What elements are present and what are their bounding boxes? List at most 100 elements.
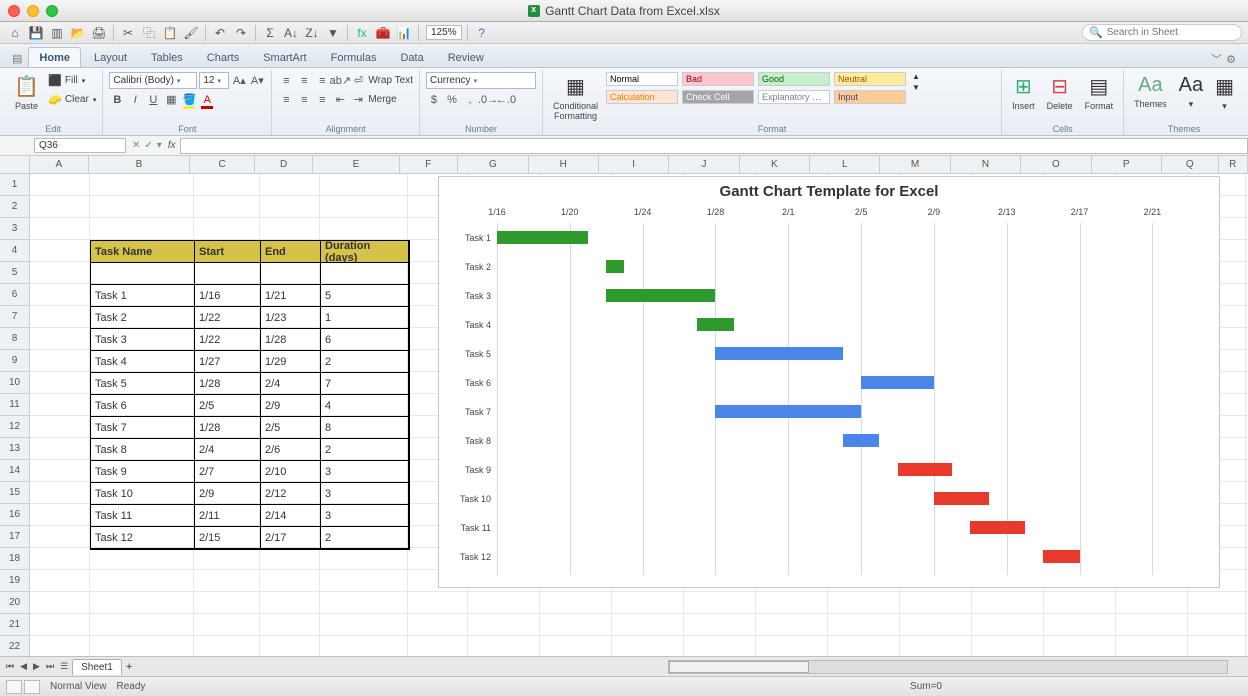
sheet-nav-prev-icon[interactable]: ◀ bbox=[18, 661, 29, 672]
table-cell[interactable]: 1/28 bbox=[195, 417, 261, 439]
sheet-nav-first-icon[interactable]: ⏮ bbox=[4, 661, 16, 672]
row-header[interactable]: 1 bbox=[0, 174, 29, 196]
column-header[interactable]: D bbox=[255, 156, 314, 173]
gantt-bar[interactable] bbox=[898, 463, 953, 476]
row-header[interactable]: 16 bbox=[0, 504, 29, 526]
table-cell[interactable]: 2/6 bbox=[261, 439, 321, 461]
cell-style-neutral[interactable]: Neutral bbox=[834, 72, 906, 86]
table-cell[interactable]: 2/7 bbox=[195, 461, 261, 483]
ribbon-expand-icon[interactable]: ﹀ bbox=[1211, 51, 1222, 67]
table-cell[interactable]: Task 12 bbox=[91, 527, 195, 549]
border-icon[interactable]: ▦ bbox=[163, 92, 179, 108]
currency-icon[interactable]: $ bbox=[426, 92, 442, 108]
save-icon[interactable]: 💾 bbox=[27, 24, 45, 42]
chart-icon[interactable]: 📊 bbox=[395, 24, 413, 42]
inc-decimal-icon[interactable]: .0→ bbox=[480, 92, 496, 108]
zoom-level[interactable]: 125% bbox=[426, 25, 462, 40]
search-box[interactable]: 🔍 bbox=[1082, 24, 1242, 41]
row-header[interactable]: 4 bbox=[0, 240, 29, 262]
row-header[interactable]: 15 bbox=[0, 482, 29, 504]
grid[interactable]: Task NameStartEndDuration (days)Task 11/… bbox=[30, 174, 1248, 656]
table-cell[interactable]: 1/22 bbox=[195, 307, 261, 329]
table-cell[interactable]: 1/22 bbox=[195, 329, 261, 351]
cancel-formula-icon[interactable]: ✕ bbox=[132, 140, 140, 151]
table-header-cell[interactable]: End bbox=[261, 241, 321, 263]
ribbon-tab-formulas[interactable]: Formulas bbox=[320, 47, 388, 67]
italic-icon[interactable]: I bbox=[127, 92, 143, 108]
align-center-icon[interactable]: ≡ bbox=[296, 92, 312, 108]
sheet-tab-active[interactable]: Sheet1 bbox=[72, 659, 122, 675]
table-header-cell[interactable]: Task Name bbox=[91, 241, 195, 263]
table-cell[interactable]: 2/5 bbox=[195, 395, 261, 417]
show-formulas-icon[interactable]: fx bbox=[353, 24, 371, 42]
table-cell[interactable]: 4 bbox=[321, 395, 409, 417]
format-painter-icon[interactable]: 🖌 bbox=[182, 24, 200, 42]
cell-style-bad[interactable]: Bad bbox=[682, 72, 754, 86]
table-cell[interactable] bbox=[195, 263, 261, 285]
row-header[interactable]: 21 bbox=[0, 614, 29, 636]
column-header[interactable]: E bbox=[313, 156, 399, 173]
format-button[interactable]: ▤Format bbox=[1081, 72, 1118, 113]
cell-style-calculation[interactable]: Calculation bbox=[606, 90, 678, 104]
table-cell[interactable]: 2/14 bbox=[261, 505, 321, 527]
horizontal-scrollbar-thumb[interactable] bbox=[669, 661, 809, 673]
table-cell[interactable]: 6 bbox=[321, 329, 409, 351]
table-cell[interactable]: 1/28 bbox=[195, 373, 261, 395]
table-cell[interactable]: 7 bbox=[321, 373, 409, 395]
table-cell[interactable]: 2 bbox=[321, 351, 409, 373]
table-cell[interactable]: 1/21 bbox=[261, 285, 321, 307]
styles-scroll-up-icon[interactable]: ▲ bbox=[912, 72, 920, 81]
row-header[interactable]: 5 bbox=[0, 262, 29, 284]
help-icon[interactable]: ? bbox=[473, 24, 491, 42]
table-cell[interactable]: 1/28 bbox=[261, 329, 321, 351]
table-cell[interactable]: 2/9 bbox=[195, 483, 261, 505]
themes-button[interactable]: AaThemes bbox=[1130, 72, 1171, 111]
table-cell[interactable]: Task 7 bbox=[91, 417, 195, 439]
row-header[interactable]: 17 bbox=[0, 526, 29, 548]
close-window-button[interactable] bbox=[8, 5, 20, 17]
table-cell[interactable]: 3 bbox=[321, 461, 409, 483]
view-normal-icon[interactable] bbox=[6, 680, 22, 694]
gantt-bar[interactable] bbox=[697, 318, 733, 331]
sheet-nav-last-icon[interactable]: ⏭ bbox=[44, 661, 56, 672]
cell-style-checkcell[interactable]: Check Cell bbox=[682, 90, 754, 104]
table-cell[interactable]: 2/12 bbox=[261, 483, 321, 505]
underline-icon[interactable]: U bbox=[145, 92, 161, 108]
paste-icon[interactable]: 📋 bbox=[161, 24, 179, 42]
bold-icon[interactable]: B bbox=[109, 92, 125, 108]
sort-desc-icon[interactable]: Z↓ bbox=[303, 24, 321, 42]
select-all-corner[interactable] bbox=[0, 156, 30, 174]
conditional-formatting-button[interactable]: ▦ Conditional Formatting bbox=[549, 72, 602, 123]
row-header[interactable]: 10 bbox=[0, 372, 29, 394]
table-cell[interactable]: Task 1 bbox=[91, 285, 195, 307]
align-right-icon[interactable]: ≡ bbox=[314, 92, 330, 108]
table-cell[interactable] bbox=[321, 263, 409, 285]
table-header-cell[interactable]: Duration (days) bbox=[321, 241, 409, 263]
dropdown-formula-icon[interactable]: ▾ bbox=[157, 140, 162, 151]
percent-icon[interactable]: % bbox=[444, 92, 460, 108]
table-cell[interactable] bbox=[261, 263, 321, 285]
table-cell[interactable] bbox=[91, 263, 195, 285]
column-header[interactable]: G bbox=[458, 156, 528, 173]
table-cell[interactable]: 3 bbox=[321, 505, 409, 527]
ribbon-tab-review[interactable]: Review bbox=[437, 47, 495, 67]
gantt-bar[interactable] bbox=[606, 260, 624, 273]
align-left-icon[interactable]: ≡ bbox=[278, 92, 294, 108]
table-cell[interactable]: Task 9 bbox=[91, 461, 195, 483]
gantt-bar[interactable] bbox=[715, 405, 861, 418]
table-cell[interactable]: 1/27 bbox=[195, 351, 261, 373]
row-header[interactable]: 12 bbox=[0, 416, 29, 438]
fill-button[interactable]: ⬛Fill▾ bbox=[47, 72, 96, 89]
paste-button[interactable]: 📋 Paste bbox=[10, 72, 43, 113]
print-icon[interactable]: 🖨 bbox=[90, 24, 108, 42]
table-cell[interactable]: 1/23 bbox=[261, 307, 321, 329]
styles-scroll-down-icon[interactable]: ▼ bbox=[912, 83, 920, 92]
theme-fonts-button[interactable]: Aa▾ bbox=[1175, 72, 1207, 112]
autosum-icon[interactable]: Σ bbox=[261, 24, 279, 42]
row-header[interactable]: 13 bbox=[0, 438, 29, 460]
table-cell[interactable]: 3 bbox=[321, 483, 409, 505]
font-color-icon[interactable]: A bbox=[199, 92, 215, 108]
comma-icon[interactable]: , bbox=[462, 92, 478, 108]
table-cell[interactable]: 2/4 bbox=[195, 439, 261, 461]
column-header[interactable]: I bbox=[599, 156, 669, 173]
